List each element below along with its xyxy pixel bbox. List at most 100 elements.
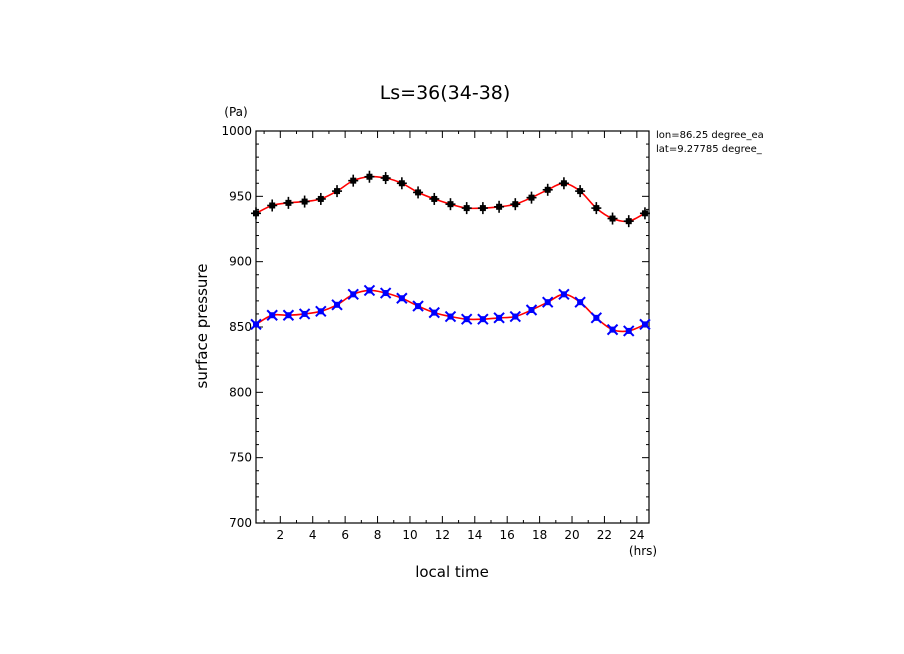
cross-b bbox=[525, 304, 538, 316]
cross-b bbox=[444, 310, 457, 323]
cross-b bbox=[509, 310, 522, 323]
cross-b bbox=[460, 313, 473, 325]
series-2-point bbox=[396, 292, 408, 304]
series-2-point bbox=[412, 300, 424, 312]
series-1-point bbox=[267, 199, 278, 212]
x-tick-label: 16 bbox=[500, 528, 515, 542]
cross-b bbox=[315, 305, 327, 318]
cross-b bbox=[590, 312, 603, 324]
cross-b bbox=[363, 284, 376, 297]
series-2-point bbox=[477, 313, 489, 325]
series-1-point bbox=[315, 192, 326, 205]
chart-title: Ls=36(34-38) bbox=[380, 82, 511, 104]
series-2-point bbox=[347, 288, 359, 301]
series-2-curve bbox=[255, 289, 646, 333]
series-1-point bbox=[510, 198, 521, 211]
x-tick-label: 20 bbox=[564, 528, 579, 542]
series-1-point bbox=[413, 186, 424, 199]
cross-b bbox=[412, 300, 424, 312]
y-axis-label: surface pressure bbox=[193, 264, 211, 389]
x-tick-label: 2 bbox=[276, 528, 284, 542]
y-tick-label: 850 bbox=[229, 320, 252, 334]
lon-annotation: lon=86.25 degree_ea bbox=[656, 130, 764, 141]
series-1-point bbox=[591, 202, 602, 215]
series-1-point bbox=[299, 195, 310, 208]
series-2-point bbox=[509, 310, 522, 323]
marks-layer bbox=[250, 170, 651, 337]
cross-b bbox=[606, 323, 619, 336]
cross-b bbox=[493, 312, 505, 324]
x-axis-label: local time bbox=[415, 563, 489, 581]
cross-b bbox=[477, 313, 489, 325]
series-2-point bbox=[250, 318, 262, 331]
series-2-point bbox=[444, 310, 457, 323]
series-1-point bbox=[575, 185, 586, 198]
series-1-point bbox=[526, 191, 537, 204]
series-1-point bbox=[494, 200, 505, 213]
lat-annotation: lat=9.27785 degree_ bbox=[656, 144, 763, 155]
series-1-point bbox=[542, 183, 553, 196]
series-1-point bbox=[429, 192, 440, 205]
cross-b bbox=[623, 325, 635, 337]
series-2-point bbox=[298, 308, 311, 320]
series-2-point bbox=[315, 305, 327, 318]
series-2-point bbox=[525, 304, 538, 316]
series-1-point bbox=[380, 172, 391, 185]
series-2-point bbox=[623, 325, 635, 337]
y-tick-label: 900 bbox=[229, 255, 252, 269]
y-tick-label: 800 bbox=[229, 385, 252, 399]
plot-frame bbox=[255, 130, 650, 524]
y-tick-label: 950 bbox=[229, 189, 252, 203]
cross-b bbox=[639, 318, 651, 331]
series-2-point bbox=[428, 306, 440, 319]
cross-b bbox=[250, 318, 262, 331]
cross-b bbox=[558, 288, 570, 301]
series-1-point bbox=[607, 212, 618, 225]
series-2-point bbox=[639, 318, 651, 331]
x-tick-label: 14 bbox=[467, 528, 482, 542]
cross-b bbox=[331, 299, 343, 311]
series-1-point bbox=[477, 202, 488, 215]
x-tick-label: 4 bbox=[309, 528, 317, 542]
series-2-point bbox=[331, 299, 343, 311]
series-1-point bbox=[639, 207, 650, 220]
series-1-point bbox=[558, 177, 569, 190]
series-1-point bbox=[332, 185, 343, 198]
cross-b bbox=[282, 309, 295, 321]
series-2-point bbox=[460, 313, 473, 325]
y-tick-label: 1000 bbox=[221, 124, 252, 138]
x-tick-label: 10 bbox=[402, 528, 417, 542]
series-2-point bbox=[266, 309, 278, 321]
series-1-point bbox=[445, 198, 456, 211]
y-tick-label: 750 bbox=[229, 451, 252, 465]
y-unit-label: (Pa) bbox=[224, 105, 247, 119]
x-tick-label: 6 bbox=[341, 528, 349, 542]
series-1-point bbox=[364, 170, 375, 183]
series-1-point bbox=[251, 207, 261, 220]
series-1-point bbox=[348, 174, 359, 187]
x-tick-label: 24 bbox=[629, 528, 644, 542]
series-2-point bbox=[379, 287, 392, 299]
series-2-point bbox=[542, 296, 554, 308]
cross-b bbox=[298, 308, 311, 320]
x-tick-label: 18 bbox=[532, 528, 547, 542]
cross-b bbox=[396, 292, 408, 304]
series-1-point bbox=[461, 202, 472, 215]
cross-b bbox=[347, 288, 359, 301]
cross-b bbox=[266, 309, 278, 321]
cross-b bbox=[542, 296, 554, 308]
series-2-point bbox=[363, 284, 376, 297]
x-tick-label: 8 bbox=[374, 528, 382, 542]
series-2-point bbox=[558, 288, 570, 301]
series-2-point bbox=[590, 312, 603, 324]
series-2-point bbox=[574, 296, 586, 308]
series-1-point bbox=[283, 196, 294, 209]
cross-b bbox=[574, 296, 586, 308]
series-2-point bbox=[282, 309, 295, 321]
y-tick-label: 700 bbox=[229, 516, 252, 530]
series-2-point bbox=[493, 312, 505, 324]
series-2-point bbox=[606, 323, 619, 336]
series-1-point bbox=[623, 215, 634, 228]
